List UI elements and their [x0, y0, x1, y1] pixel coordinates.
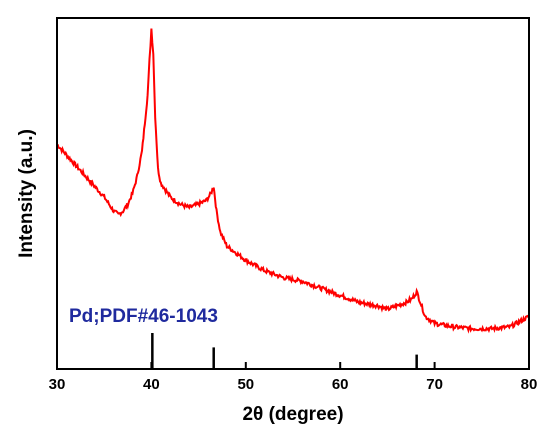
- reference-pattern: [151, 333, 418, 369]
- xrd-pattern-line: [56, 28, 530, 334]
- x-tick-label: 80: [521, 376, 538, 393]
- x-axis-title: 2θ (degree): [242, 404, 343, 425]
- x-tick-label: 40: [143, 376, 160, 393]
- x-axis-ticks: 30 40 50 60 70 80: [49, 362, 538, 393]
- x-tick-label: 70: [426, 376, 443, 393]
- reference-label: Pd;PDF#46-1043: [69, 306, 218, 327]
- plot-frame: [56, 17, 530, 370]
- x-tick-label: 30: [49, 376, 66, 393]
- x-tick-label: 60: [332, 376, 349, 393]
- x-tick-label: 50: [237, 376, 254, 393]
- y-axis-title: Intensity (a.u.): [16, 129, 37, 258]
